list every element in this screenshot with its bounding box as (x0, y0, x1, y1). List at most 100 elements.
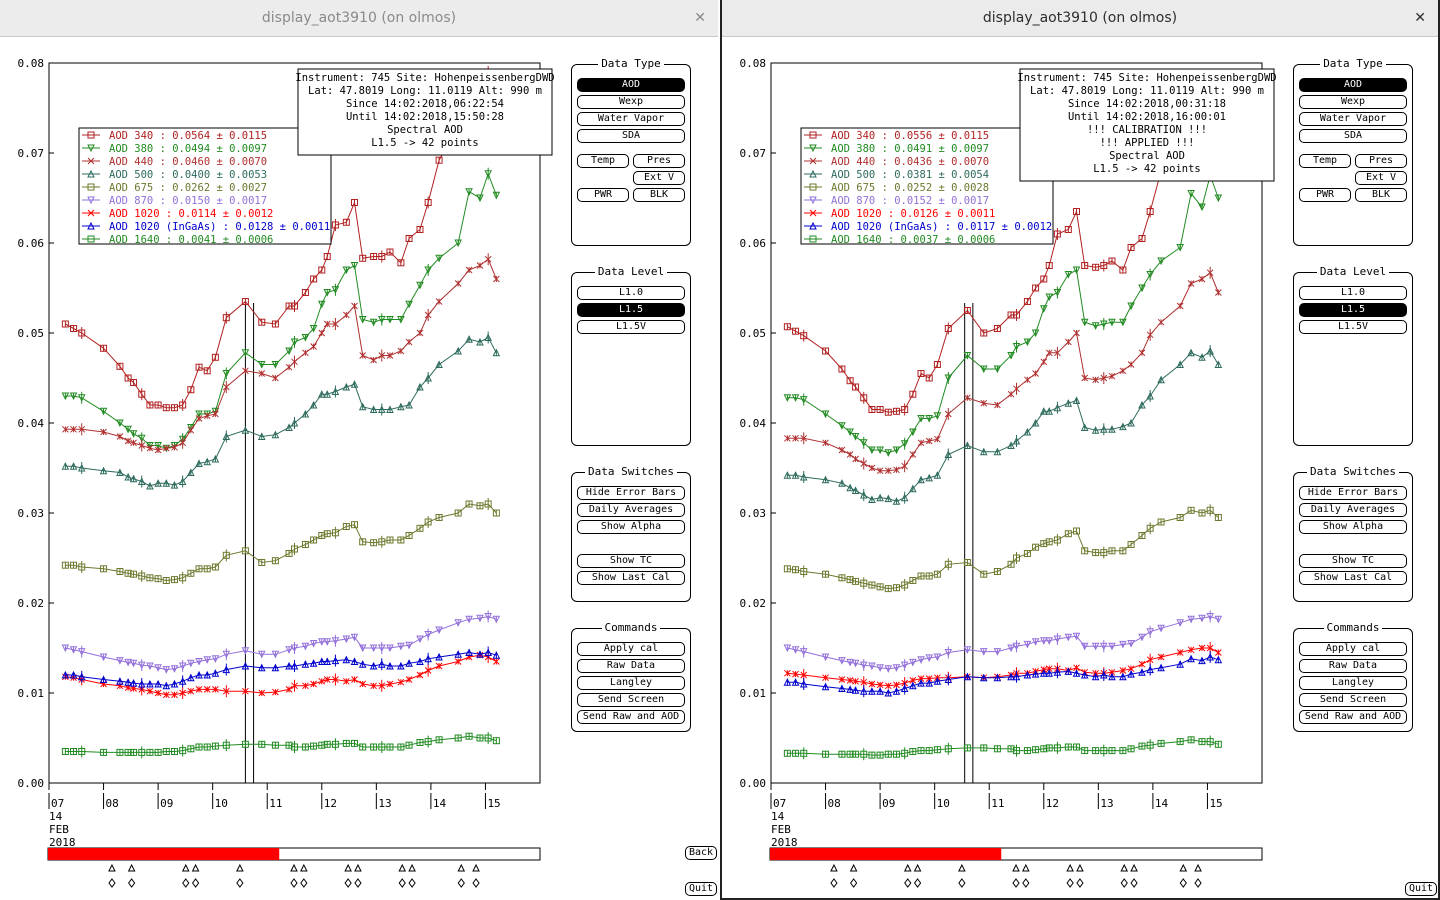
marker-x (454, 658, 462, 665)
show-last-cal-button[interactable]: Show Last Cal (1299, 571, 1407, 585)
marker-tri-down (358, 316, 367, 324)
pres-button[interactable]: Pres (1355, 154, 1407, 168)
l1-5-button[interactable]: L1.5 (577, 303, 685, 317)
send-raw-and-aod-button[interactable]: Send Raw and AOD (577, 710, 685, 724)
l1-0-button[interactable]: L1.0 (577, 286, 685, 300)
daily-averages-button[interactable]: Daily Averages (577, 503, 685, 517)
quit-button[interactable]: Quit (1405, 882, 1438, 896)
wexp-button[interactable]: Wexp (1299, 95, 1407, 109)
hide-error-bars-button[interactable]: Hide Error Bars (1299, 486, 1407, 500)
hide-error-bars-button[interactable]: Hide Error Bars (577, 486, 685, 500)
water-vapor-button[interactable]: Water Vapor (577, 112, 685, 126)
marker-square (484, 500, 492, 508)
x-tick-label: 09 (882, 797, 895, 810)
ext-v-button[interactable]: Ext V (1355, 171, 1407, 185)
quit-button[interactable]: Quit (685, 882, 718, 896)
marker-square (359, 743, 367, 751)
marker-square (397, 743, 405, 751)
apply-cal-button[interactable]: Apply cal (577, 642, 685, 656)
blk-button[interactable]: BLK (1355, 188, 1407, 202)
marker-diamond (1130, 878, 1138, 888)
marker-square (980, 744, 988, 752)
marker-tri-down (993, 365, 1002, 374)
marker-x (484, 255, 492, 263)
marker-tri-down (416, 281, 424, 290)
marker-square (1032, 746, 1040, 754)
marker-square (323, 530, 331, 538)
l1-0-button[interactable]: L1.0 (1299, 286, 1407, 300)
marker-x (323, 320, 331, 328)
aod-plot-left: 0.00 0.01 0.02 0.03 0.04 0.05 0.06 0.07 0.08 07 08… (18, 57, 555, 888)
info-line: Until 14:02:2018,16:00:01 (1068, 111, 1226, 123)
marker-tri-up (1214, 655, 1223, 664)
show-last-cal-button[interactable]: Show Last Cal (577, 571, 685, 585)
marker-x (809, 209, 817, 217)
water-vapor-button[interactable]: Water Vapor (1299, 112, 1407, 126)
pwr-button[interactable]: PWR (1299, 188, 1351, 202)
legend-entry: AOD 440 : 0.0436 ± 0.0070 (831, 156, 989, 168)
marker-tri-down (124, 425, 132, 434)
marker-x (397, 678, 405, 686)
sda-button[interactable]: SDA (1299, 129, 1407, 143)
pwr-button[interactable]: PWR (577, 188, 629, 202)
marker-tri-up (222, 665, 231, 674)
marker-x (868, 680, 876, 688)
l1-5v-button[interactable]: L1.5V (1299, 320, 1407, 334)
marker-x (822, 439, 829, 447)
langley-button[interactable]: Langley (577, 676, 685, 690)
x-tick-label: 13 (1100, 797, 1113, 810)
back-button[interactable]: Back (685, 846, 718, 860)
temp-button[interactable]: Temp (1299, 154, 1351, 168)
marker-tri-up (301, 409, 310, 418)
raw-data-button[interactable]: Raw Data (1299, 659, 1407, 673)
y-tick-label: 0.07 (740, 147, 767, 160)
send-raw-and-aod-button[interactable]: Send Raw and AOD (1299, 710, 1407, 724)
apply-cal-button[interactable]: Apply cal (1299, 642, 1407, 656)
marker-x (435, 298, 443, 305)
marker-tri-down (129, 430, 138, 438)
marker-tri-up (1012, 436, 1021, 445)
legend-entry: AOD 380 : 0.0491 ± 0.0097 (831, 143, 989, 155)
marker-tri-down (1080, 642, 1089, 651)
marker-tri-up (1206, 346, 1214, 355)
daily-averages-button[interactable]: Daily Averages (1299, 503, 1407, 517)
langley-button[interactable]: Langley (1299, 676, 1407, 690)
marker-square (1108, 547, 1116, 555)
marker-x (351, 302, 358, 310)
marker-x (146, 444, 154, 452)
aod-button[interactable]: AOD (1299, 78, 1407, 92)
raw-data-button[interactable]: Raw Data (577, 659, 685, 673)
ext-v-button[interactable]: Ext V (633, 171, 685, 185)
window-titlebar-right[interactable]: display_aot3910 (on olmos) ✕ (722, 0, 1438, 37)
show-tc-button[interactable]: Show TC (577, 554, 685, 568)
temp-button[interactable]: Temp (577, 154, 629, 168)
send-screen-button[interactable]: Send Screen (577, 693, 685, 707)
close-icon[interactable]: ✕ (694, 10, 706, 26)
window-titlebar-left[interactable]: display_aot3910 (on olmos) ✕ (0, 0, 718, 37)
marker-x (318, 329, 326, 337)
close-icon[interactable]: ✕ (1414, 10, 1426, 26)
sda-button[interactable]: SDA (577, 129, 685, 143)
aod-button[interactable]: AOD (577, 78, 685, 92)
info-line: !!! CALIBRATION !!! (1087, 124, 1207, 136)
marker-tri-down (1007, 352, 1015, 360)
show-tc-button[interactable]: Show TC (1299, 554, 1407, 568)
marker-x (1108, 668, 1116, 676)
marker-tri-down (301, 334, 310, 342)
pres-button[interactable]: Pres (633, 154, 685, 168)
marker-square (146, 748, 154, 756)
marker-tri-up (846, 483, 854, 492)
marker-square (492, 737, 500, 745)
show-alpha-button[interactable]: Show Alpha (577, 520, 685, 534)
l1-5-button[interactable]: L1.5 (1299, 303, 1407, 317)
marker-square (416, 226, 424, 233)
marker-square (170, 576, 178, 584)
marker-tri-up (859, 687, 868, 695)
wexp-button[interactable]: Wexp (577, 95, 685, 109)
marker-tri-down (1187, 190, 1195, 198)
marker-square (1073, 743, 1081, 751)
blk-button[interactable]: BLK (633, 188, 685, 202)
send-screen-button[interactable]: Send Screen (1299, 693, 1407, 707)
l1-5v-button[interactable]: L1.5V (577, 320, 685, 334)
show-alpha-button[interactable]: Show Alpha (1299, 520, 1407, 534)
